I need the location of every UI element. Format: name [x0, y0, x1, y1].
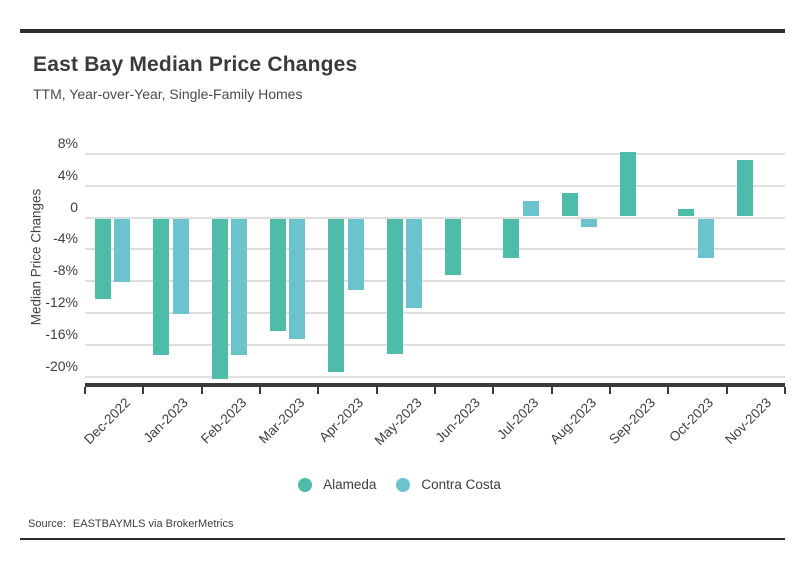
x-axis-line [85, 383, 785, 387]
bar-contra-costa-jul-2023 [522, 200, 539, 217]
bar-contra-costa-oct-2023 [697, 218, 714, 259]
bar-alameda-jul-2023 [503, 218, 520, 259]
x-axis-ticks-layer [84, 135, 786, 394]
y-tick-label--20-: -20% [45, 357, 78, 374]
y-tick-label--16-: -16% [45, 325, 78, 342]
y-tick-label--8-: -8% [53, 262, 78, 279]
bar-alameda-apr-2023 [328, 218, 345, 372]
x-tick-label-sep-2023: Sep-2023 [605, 395, 658, 448]
y-axis-tick-labels: 8% 4% 0 -4% -8% -12% -16% -20% [30, 135, 78, 385]
x-axis-tick [725, 387, 728, 394]
bar-alameda-dec-2022 [95, 218, 111, 299]
source-label: Source: [28, 518, 66, 530]
x-tick-label-mar-2023: Mar-2023 [256, 395, 308, 447]
bar-contra-costa-may-2023 [405, 218, 422, 308]
source-value: EASTBAYMLS via BrokerMetrics [72, 518, 234, 530]
gridline--4- [85, 248, 785, 251]
x-tick-label-may-2023: May-2023 [371, 395, 425, 449]
bar-alameda-jun-2023 [445, 218, 461, 275]
bar-contra-costa-dec-2022 [114, 218, 131, 283]
bar-alameda-mar-2023 [270, 218, 286, 331]
x-axis-tick [550, 387, 553, 394]
y-tick-label-8-: 8% [57, 134, 78, 151]
y-tick-label--12-: -12% [45, 293, 78, 310]
bar-alameda-sep-2023 [620, 152, 636, 217]
x-axis-tick [492, 387, 495, 394]
legend-label-contra-costa: Contra Costa [421, 477, 501, 492]
legend-swatch-contra-costa-icon [396, 477, 411, 492]
x-axis-tick [259, 387, 261, 394]
bar-contra-costa-feb-2023 [230, 218, 247, 356]
bar-alameda-nov-2023 [736, 160, 753, 217]
x-axis-tick [200, 387, 203, 394]
top-rule [20, 29, 785, 33]
gridline--16- [85, 343, 785, 346]
gridline--12- [85, 311, 785, 314]
legend-label-alameda: Alameda [323, 477, 377, 492]
x-tick-label-aug-2023: Aug-2023 [547, 395, 600, 448]
x-axis-tick [609, 387, 611, 394]
bar-alameda-feb-2023 [211, 218, 228, 380]
bottom-rule [20, 538, 785, 540]
gridline--20- [85, 375, 785, 378]
bar-alameda-aug-2023 [561, 192, 578, 217]
x-tick-label-jan-2023: Jan-2023 [140, 395, 192, 446]
x-axis-tick [142, 387, 145, 394]
y-tick-label--4-: -4% [53, 230, 78, 247]
bar-alameda-jan-2023 [153, 218, 170, 356]
x-axis-tick [317, 387, 320, 394]
bar-contra-costa-aug-2023 [580, 218, 597, 228]
y-tick-label-0: 0 [70, 198, 78, 215]
legend-swatch-alameda-icon [298, 477, 313, 492]
source-line: Source: EASTBAYMLS via BrokerMetrics [28, 518, 233, 530]
bar-contra-costa-apr-2023 [347, 218, 364, 291]
x-axis-tick [84, 387, 86, 394]
x-tick-label-dec-2022: Dec-2022 [80, 395, 133, 448]
bars-layer [85, 135, 785, 385]
bar-alameda-may-2023 [386, 218, 403, 355]
x-axis-tick [434, 387, 436, 394]
legend-item-alameda: Alameda [298, 477, 376, 492]
gridlines-layer [85, 135, 785, 385]
gridline-0 [85, 216, 785, 219]
plot-area: Dec-2022 Jan-2023 Feb-2023 Mar-2023 Apr-2023… [81, 135, 786, 448]
x-tick-label-oct-2023: Oct-2023 [666, 395, 717, 445]
y-tick-label-4-: 4% [57, 166, 78, 183]
x-tick-label-apr-2023: Apr-2023 [316, 395, 367, 445]
gridline--8- [85, 280, 785, 283]
legend: Alameda Contra Costa [0, 477, 799, 492]
bar-contra-costa-mar-2023 [289, 218, 306, 339]
bar-contra-costa-jan-2023 [172, 218, 189, 314]
bar-alameda-oct-2023 [678, 208, 695, 217]
x-axis-tick [667, 387, 670, 394]
x-axis-tick [375, 387, 378, 394]
chart-title: East Bay Median Price Changes [33, 53, 358, 76]
legend-item-contra-costa: Contra Costa [396, 477, 501, 492]
x-tick-label-jun-2023: Jun-2023 [432, 395, 483, 446]
x-axis-labels-layer: Dec-2022 Jan-2023 Feb-2023 Mar-2023 Apr-2023… [81, 135, 785, 448]
x-tick-label-nov-2023: Nov-2023 [722, 395, 775, 448]
x-tick-label-feb-2023: Feb-2023 [197, 395, 250, 447]
chart-subtitle: TTM, Year-over-Year, Single-Family Homes [33, 86, 303, 102]
x-tick-label-jul-2023: Jul-2023 [493, 395, 542, 443]
gridline-4- [85, 184, 785, 187]
x-axis-tick [784, 387, 786, 394]
gridline-8- [85, 152, 785, 155]
